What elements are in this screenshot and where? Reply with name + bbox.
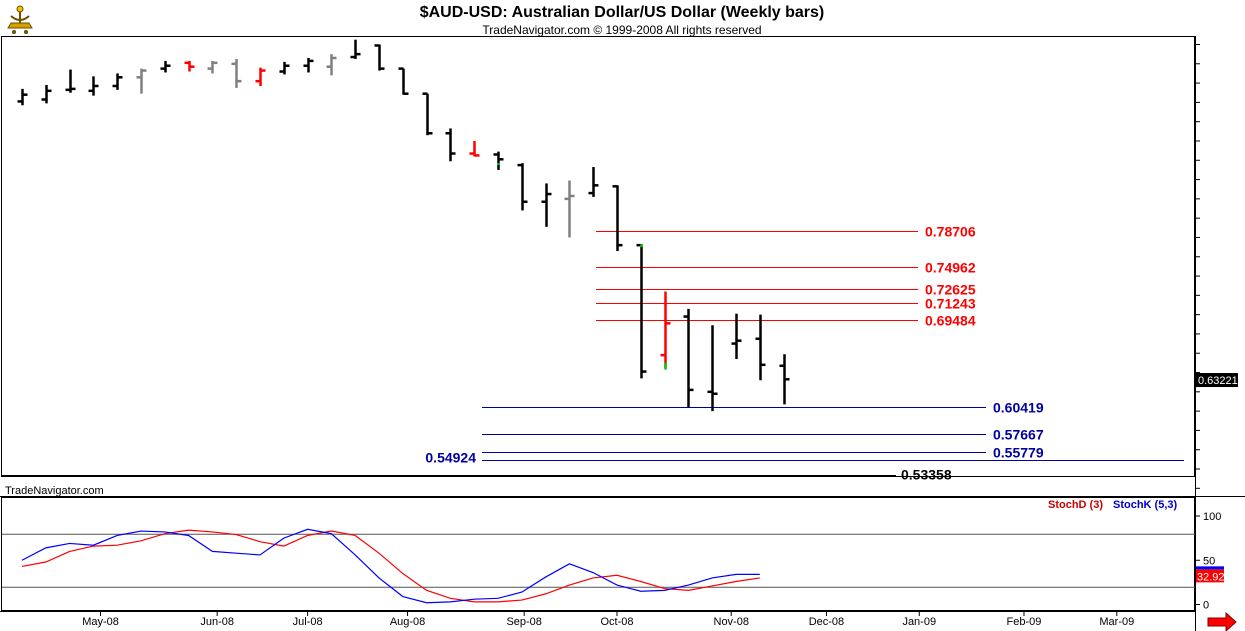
legend-stochd: StochD (3) [1048,499,1103,511]
stoch-tick-label: 50 [1203,555,1215,567]
stoch-k-marker [1196,566,1224,570]
ohlc-bar [660,291,671,368]
ohlc-bar [350,39,361,59]
level-label: 0.71243 [925,296,976,312]
time-tick-label: Jul-08 [293,616,323,628]
ohlc-bar [445,128,456,162]
time-tick-label: Feb-09 [1007,616,1042,628]
legend-stochk: StochK (5,3) [1113,499,1178,511]
level-label: 0.54924 [425,450,476,466]
ohlc-bars [17,39,790,412]
chart-subtitle: TradeNavigator.com © 1999-2008 All right… [482,23,761,37]
ohlc-bar [326,54,337,76]
stoch-series-line [21,529,760,603]
stoch-axis: 100 50 0 32.92 [2,511,1225,612]
ohlc-bar [469,140,480,157]
time-tick-label: Jan-09 [902,616,936,628]
ohlc-bar [731,313,742,360]
ohlc-bar [755,314,766,381]
ohlc-bar [493,151,504,170]
scroll-right-arrow-icon[interactable] [1207,611,1237,631]
ohlc-bar [279,61,290,75]
ohlc-bar [303,58,314,73]
time-tick-label: Sep-08 [506,616,541,628]
ohlc-bar [612,185,623,251]
stoch-tick-label: 0 [1203,600,1209,612]
ohlc-bar [207,60,218,74]
level-label: 0.72625 [925,282,976,298]
ohlc-bar [683,308,694,408]
ohlc-bar [779,354,790,405]
stoch-tick-label: 100 [1203,511,1221,523]
time-tick-label: Dec-08 [809,616,844,628]
ohlc-bar [112,73,123,90]
level-label: 0.55779 [993,445,1044,461]
level-label: 0.69484 [925,313,976,329]
stoch-last-label: 32.92 [1197,571,1225,583]
ohlc-bar [517,163,528,211]
last-price-marker: 0.63221 [1196,373,1238,388]
ohlc-bar [136,68,147,94]
time-tick-label: Jun-08 [200,616,234,628]
stoch-series-line [21,528,760,604]
time-axis: May-08 Jun-08 Jul-08 Aug-08 Sep-08 Oct-08 Nov-… [82,611,1134,628]
time-tick-label: Nov-08 [714,616,749,628]
level-label: 0.60419 [993,400,1044,416]
ohlc-bar [588,167,599,197]
ohlc-bar [255,67,266,86]
time-tick-label: Aug-08 [390,616,425,628]
ohlc-bar [41,85,52,104]
price-axis [1195,44,1200,489]
watermark: TradeNavigator.com [5,485,104,497]
ohlc-bar [231,58,242,88]
ohlc-bar [564,180,575,238]
time-tick-label: May-08 [82,616,119,628]
time-tick-label: Mar-09 [1099,616,1134,628]
last-price-label: 0.63221 [1198,375,1238,387]
ohlc-bar [398,67,409,95]
ohlc-bar [541,183,552,227]
ohlc-bar [17,88,28,106]
ohlc-bar [707,325,718,412]
chart-title: $AUD-USD: Australian Dollar/US Dollar (W… [420,4,825,21]
ohlc-bar [65,69,76,93]
last-price-box [1196,373,1238,388]
level-label: 0.74962 [925,260,976,276]
level-label: 0.57667 [993,427,1044,443]
ohlc-bar [88,76,99,96]
level-label: 0.53358 [901,467,952,483]
ohlc-bar [374,44,385,71]
stoch-last-box [1196,569,1224,583]
main-panel-frame [1,36,1195,477]
level-label: 0.78706 [925,224,976,240]
indicator-panel-frame [1,497,1195,611]
stochastic-lines [21,528,760,604]
ohlc-bar [422,92,433,136]
ohlc-bar [160,60,171,73]
ohlc-bar [184,60,195,72]
time-tick-label: Oct-08 [600,616,633,628]
trade-navigator-logo-icon [7,5,33,34]
